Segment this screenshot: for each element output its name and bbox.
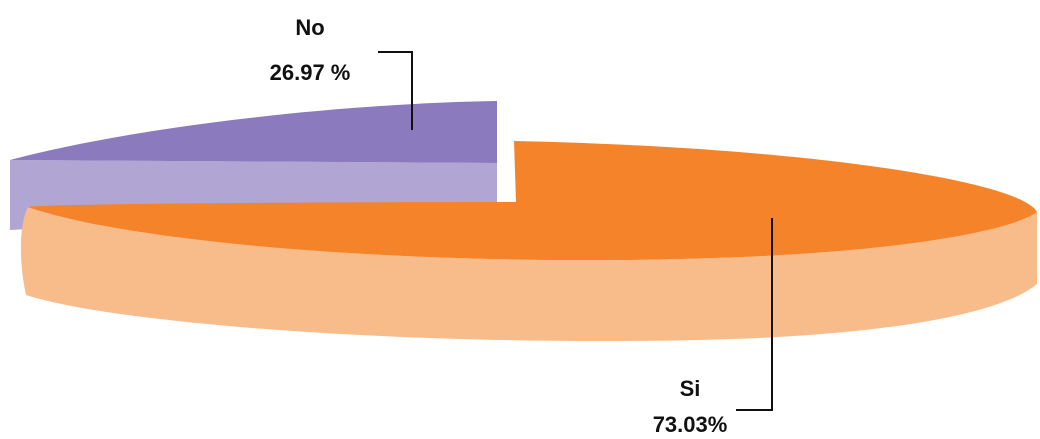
- slice-label-no: No: [295, 15, 324, 40]
- slice-value-si: 73.03%: [653, 412, 728, 437]
- slice-value-no: 26.97 %: [270, 60, 351, 85]
- slice-si-side: [20, 207, 1037, 342]
- slice-si: [20, 141, 1037, 342]
- slice-no-top: [10, 101, 497, 163]
- slice-si-top: [28, 141, 1037, 261]
- slice-label-si: Si: [680, 376, 701, 401]
- leader-line-no: [378, 51, 413, 130]
- leader-line-si: [736, 218, 773, 411]
